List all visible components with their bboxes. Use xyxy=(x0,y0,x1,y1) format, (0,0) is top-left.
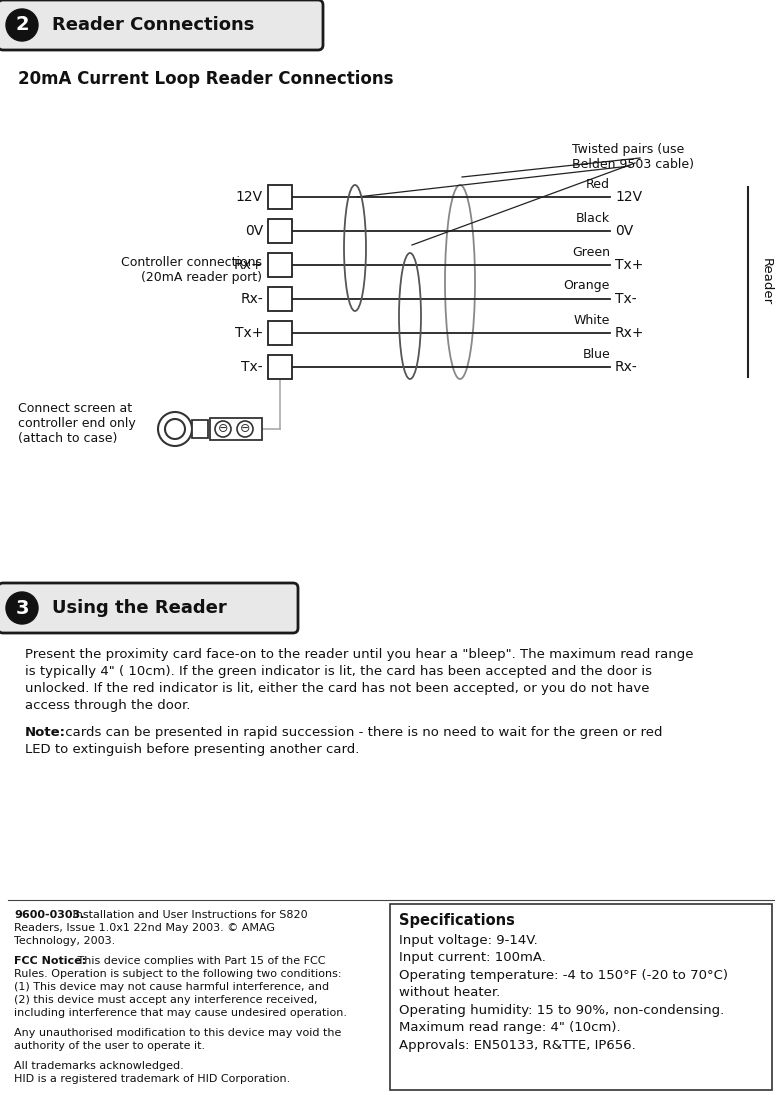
Text: LED to extinguish before presenting another card.: LED to extinguish before presenting anot… xyxy=(25,744,360,756)
Text: Rules. Operation is subject to the following two conditions:: Rules. Operation is subject to the follo… xyxy=(14,969,342,979)
Bar xyxy=(268,185,292,209)
Text: authority of the user to operate it.: authority of the user to operate it. xyxy=(14,1041,205,1051)
Text: Any unauthorised modification to this device may void the: Any unauthorised modification to this de… xyxy=(14,1028,342,1038)
Text: 3: 3 xyxy=(16,599,29,618)
Bar xyxy=(268,253,292,277)
Text: Specifications: Specifications xyxy=(399,913,515,927)
Text: Note:: Note: xyxy=(25,726,66,739)
Text: ⊖: ⊖ xyxy=(240,423,250,436)
Text: access through the door.: access through the door. xyxy=(25,699,190,712)
Text: is typically 4" ( 10cm). If the green indicator is lit, the card has been accept: is typically 4" ( 10cm). If the green in… xyxy=(25,665,652,678)
Text: 20mA Current Loop Reader Connections: 20mA Current Loop Reader Connections xyxy=(18,70,393,88)
Text: This device complies with Part 15 of the FCC: This device complies with Part 15 of the… xyxy=(74,956,326,966)
Bar xyxy=(210,418,262,440)
Text: Operating humidity: 15 to 90%, non-condensing.: Operating humidity: 15 to 90%, non-conde… xyxy=(399,1004,724,1017)
Text: Rx-: Rx- xyxy=(240,292,263,306)
Circle shape xyxy=(237,420,253,437)
Text: Operating temperature: -4 to 150°F (-20 to 70°C): Operating temperature: -4 to 150°F (-20 … xyxy=(399,969,728,982)
Text: Tx+: Tx+ xyxy=(615,258,644,272)
Text: without heater.: without heater. xyxy=(399,987,500,1000)
Circle shape xyxy=(6,9,38,41)
Text: 0V: 0V xyxy=(615,224,633,238)
Text: White: White xyxy=(574,313,610,326)
Circle shape xyxy=(6,592,38,624)
Bar xyxy=(390,904,772,1090)
Text: Tx-: Tx- xyxy=(242,360,263,374)
Text: unlocked. If the red indicator is lit, either the card has not been accepted, or: unlocked. If the red indicator is lit, e… xyxy=(25,682,650,695)
Bar xyxy=(268,287,292,311)
Text: FCC Notice:: FCC Notice: xyxy=(14,956,86,966)
Text: Approvals: EN50133, R&TTE, IP656.: Approvals: EN50133, R&TTE, IP656. xyxy=(399,1039,636,1052)
Text: Twisted pairs (use
Belden 9503 cable): Twisted pairs (use Belden 9503 cable) xyxy=(572,143,694,171)
Text: Reader Connections: Reader Connections xyxy=(52,16,254,34)
Text: Rx+: Rx+ xyxy=(234,258,263,272)
Circle shape xyxy=(215,420,231,437)
Text: Rx-: Rx- xyxy=(615,360,638,374)
Text: Present the proximity card face-on to the reader until you hear a "bleep". The m: Present the proximity card face-on to th… xyxy=(25,648,694,661)
Text: 0V: 0V xyxy=(245,224,263,238)
Text: (2) this device must accept any interference received,: (2) this device must accept any interfer… xyxy=(14,995,317,1005)
Text: Installation and User Instructions for S820: Installation and User Instructions for S… xyxy=(69,910,307,920)
Text: Maximum read range: 4" (10cm).: Maximum read range: 4" (10cm). xyxy=(399,1022,621,1035)
Bar xyxy=(268,355,292,379)
Circle shape xyxy=(158,412,192,446)
Text: Tx-: Tx- xyxy=(615,292,637,306)
Text: Tx+: Tx+ xyxy=(235,326,263,341)
Circle shape xyxy=(165,419,185,439)
Text: Readers, Issue 1.0x1 22nd May 2003. © AMAG: Readers, Issue 1.0x1 22nd May 2003. © AM… xyxy=(14,923,275,933)
Text: including interference that may cause undesired operation.: including interference that may cause un… xyxy=(14,1008,347,1018)
Text: 9600-0303.: 9600-0303. xyxy=(14,910,84,920)
Bar xyxy=(268,219,292,243)
Text: ⊖: ⊖ xyxy=(217,423,228,436)
Text: Orange: Orange xyxy=(564,279,610,292)
Text: Black: Black xyxy=(576,211,610,224)
Text: 12V: 12V xyxy=(236,191,263,204)
FancyBboxPatch shape xyxy=(0,583,298,633)
Text: (1) This device may not cause harmful interference, and: (1) This device may not cause harmful in… xyxy=(14,982,329,992)
Text: Technology, 2003.: Technology, 2003. xyxy=(14,936,115,946)
Text: HID is a registered trademark of HID Corporation.: HID is a registered trademark of HID Cor… xyxy=(14,1074,290,1084)
Bar xyxy=(192,420,208,438)
Text: Reader: Reader xyxy=(759,258,773,306)
FancyBboxPatch shape xyxy=(0,0,323,50)
Text: All trademarks acknowledged.: All trademarks acknowledged. xyxy=(14,1061,184,1071)
Text: 12V: 12V xyxy=(615,191,642,204)
Text: Red: Red xyxy=(586,177,610,191)
Text: Using the Reader: Using the Reader xyxy=(52,599,227,616)
Text: Rx+: Rx+ xyxy=(615,326,644,341)
Text: Connect screen at
controller end only
(attach to case): Connect screen at controller end only (a… xyxy=(18,402,136,445)
Text: cards can be presented in rapid succession - there is no need to wait for the gr: cards can be presented in rapid successi… xyxy=(61,726,662,739)
Text: Input current: 100mA.: Input current: 100mA. xyxy=(399,952,546,965)
Text: Green: Green xyxy=(572,245,610,258)
Text: 2: 2 xyxy=(15,15,29,35)
Text: Input voltage: 9-14V.: Input voltage: 9-14V. xyxy=(399,934,538,947)
Bar xyxy=(268,321,292,345)
Text: Blue: Blue xyxy=(583,347,610,360)
Text: Controller connections
(20mA reader port): Controller connections (20mA reader port… xyxy=(121,256,262,284)
